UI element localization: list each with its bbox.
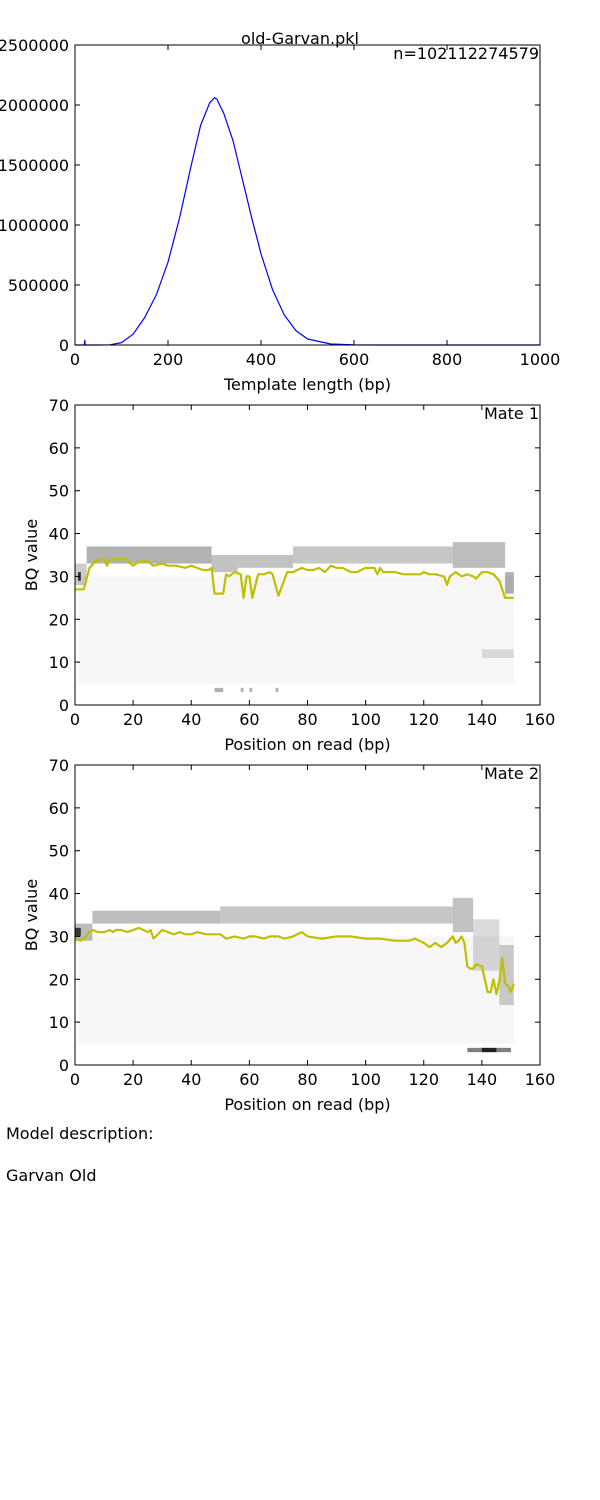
heatmap-cell (240, 687, 244, 693)
heatmap-cell (481, 1047, 497, 1053)
heatmap-cells (75, 542, 514, 693)
y-tick-label: 40 (49, 525, 69, 544)
y-tick-label: 20 (49, 610, 69, 629)
x-tick-label: 100 (350, 1070, 381, 1089)
heatmap-cell (237, 555, 293, 568)
y-tick-label: 50 (49, 482, 69, 501)
heatmap-cell (452, 542, 506, 568)
mate1-bq-chart: 0 20 40 60 80 100 120 140 160 0 10 20 30 40 50 60 70 Posi… (22, 396, 555, 754)
y-tick-label: 30 (49, 567, 69, 586)
y-tick-label: 10 (49, 1013, 69, 1032)
x-tick-label: 60 (239, 710, 259, 729)
y-tick-label: 20 (49, 970, 69, 989)
y-tick-label: 10 (49, 653, 69, 672)
x-tick-label: 140 (467, 710, 498, 729)
x-tick-label: 600 (339, 350, 370, 369)
x-tick-label: 80 (297, 1070, 317, 1089)
model-description-text: Garvan Old (6, 1166, 97, 1185)
y-tick-label: 500000 (8, 276, 69, 295)
x-tick-label: 0 (70, 710, 80, 729)
y-tick-label: 60 (49, 799, 69, 818)
model-description-label: Model description: (6, 1124, 154, 1143)
heatmap-cell (214, 687, 224, 693)
x-tick-label: 400 (246, 350, 277, 369)
heatmap-cell (275, 687, 279, 693)
x-tick-label: 0 (70, 1070, 80, 1089)
axes-frame (74, 44, 541, 346)
x-tick-label: 60 (239, 1070, 259, 1089)
y-tick-label: 2000000 (0, 96, 69, 115)
x-tick-label: 160 (525, 1070, 556, 1089)
heatmap-cell (505, 572, 514, 594)
median-bq-line (75, 558, 514, 600)
y-tick-label: 1500000 (0, 156, 69, 175)
heatmap-cell (220, 906, 453, 924)
x-tick-label: 0 (70, 350, 80, 369)
x-axis-label: Template length (bp) (223, 375, 391, 394)
y-tick-label: 1000000 (0, 216, 69, 235)
median-bq-line (74, 926, 515, 996)
heatmap-cell (78, 576, 514, 683)
y-axis-label: BQ value (22, 519, 41, 591)
heatmap-cell (92, 910, 221, 924)
y-tick-label: 0 (59, 336, 69, 355)
x-axis-label: Position on read (bp) (224, 735, 390, 754)
heatmap-cell (75, 927, 81, 937)
y-tick-label: 40 (49, 885, 69, 904)
chart-annotation: n=102112274579 (393, 44, 539, 63)
y-tick-label: 50 (49, 842, 69, 861)
heatmap-cell (78, 936, 514, 1043)
heatmap-cell (211, 555, 238, 573)
heatmap-cell (481, 649, 514, 658)
x-tick-label: 1000 (520, 350, 561, 369)
heatmap-cells (75, 897, 514, 1053)
template-length-chart: 0 200 400 600 800 1000 0 500000 1000000 1500000 20… (0, 36, 560, 394)
x-tick-label: 140 (467, 1070, 498, 1089)
heatmap-cell (452, 897, 474, 933)
y-tick-label: 70 (49, 396, 69, 415)
y-tick-label: 0 (59, 1056, 69, 1075)
x-tick-label: 100 (350, 710, 381, 729)
heatmap-cell (249, 687, 253, 693)
figure-title: old-Garvan.pkl (241, 29, 359, 48)
mate2-bq-chart: 0 20 40 60 80 100 120 140 160 0 10 20 30 40 50 60 70 Posi… (22, 756, 555, 1114)
y-tick-label: 70 (49, 756, 69, 775)
template-length-line (75, 97, 540, 346)
chart-annotation: Mate 2 (484, 764, 539, 783)
x-axis-label: Position on read (bp) (224, 1095, 390, 1114)
heatmap-cell (473, 919, 500, 971)
heatmap-cell (292, 546, 453, 564)
x-tick-label: 20 (123, 710, 143, 729)
x-tick-label: 160 (525, 710, 556, 729)
x-tick-label: 80 (297, 710, 317, 729)
x-tick-label: 200 (153, 350, 184, 369)
x-tick-label: 20 (123, 1070, 143, 1089)
y-tick-label: 60 (49, 439, 69, 458)
y-tick-label: 30 (49, 927, 69, 946)
y-tick-label: 2500000 (0, 36, 69, 55)
y-tick-label: 0 (59, 696, 69, 715)
x-tick-label: 800 (432, 350, 463, 369)
x-tick-label: 120 (408, 710, 439, 729)
x-tick-label: 40 (181, 1070, 201, 1089)
x-tick-label: 40 (181, 710, 201, 729)
x-tick-label: 120 (408, 1070, 439, 1089)
chart-annotation: Mate 1 (484, 404, 539, 423)
y-axis-label: BQ value (22, 879, 41, 951)
